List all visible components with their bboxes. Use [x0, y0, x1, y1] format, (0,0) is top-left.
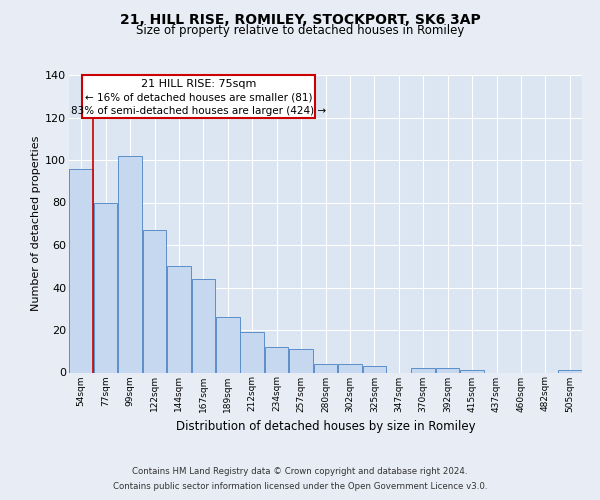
X-axis label: Distribution of detached houses by size in Romiley: Distribution of detached houses by size … — [176, 420, 475, 433]
Text: 21, HILL RISE, ROMILEY, STOCKPORT, SK6 3AP: 21, HILL RISE, ROMILEY, STOCKPORT, SK6 3… — [119, 12, 481, 26]
Text: Contains public sector information licensed under the Open Government Licence v3: Contains public sector information licen… — [113, 482, 487, 491]
Bar — [558, 370, 581, 372]
Bar — [362, 366, 386, 372]
Bar — [118, 156, 142, 372]
Bar — [191, 279, 215, 372]
Text: Size of property relative to detached houses in Romiley: Size of property relative to detached ho… — [136, 24, 464, 37]
Bar — [241, 332, 264, 372]
Text: ← 16% of detached houses are smaller (81): ← 16% of detached houses are smaller (81… — [85, 93, 312, 103]
Bar — [412, 368, 435, 372]
Y-axis label: Number of detached properties: Number of detached properties — [31, 136, 41, 312]
Text: 21 HILL RISE: 75sqm: 21 HILL RISE: 75sqm — [141, 80, 256, 90]
Bar — [436, 368, 460, 372]
Bar — [289, 349, 313, 372]
Bar — [265, 347, 289, 372]
Text: 83% of semi-detached houses are larger (424) →: 83% of semi-detached houses are larger (… — [71, 106, 326, 116]
Text: Contains HM Land Registry data © Crown copyright and database right 2024.: Contains HM Land Registry data © Crown c… — [132, 467, 468, 476]
Bar — [94, 202, 118, 372]
Bar — [143, 230, 166, 372]
Bar — [70, 168, 93, 372]
Bar — [167, 266, 191, 372]
Bar — [460, 370, 484, 372]
FancyBboxPatch shape — [82, 75, 315, 118]
Bar — [338, 364, 362, 372]
Bar — [314, 364, 337, 372]
Bar — [216, 318, 239, 372]
